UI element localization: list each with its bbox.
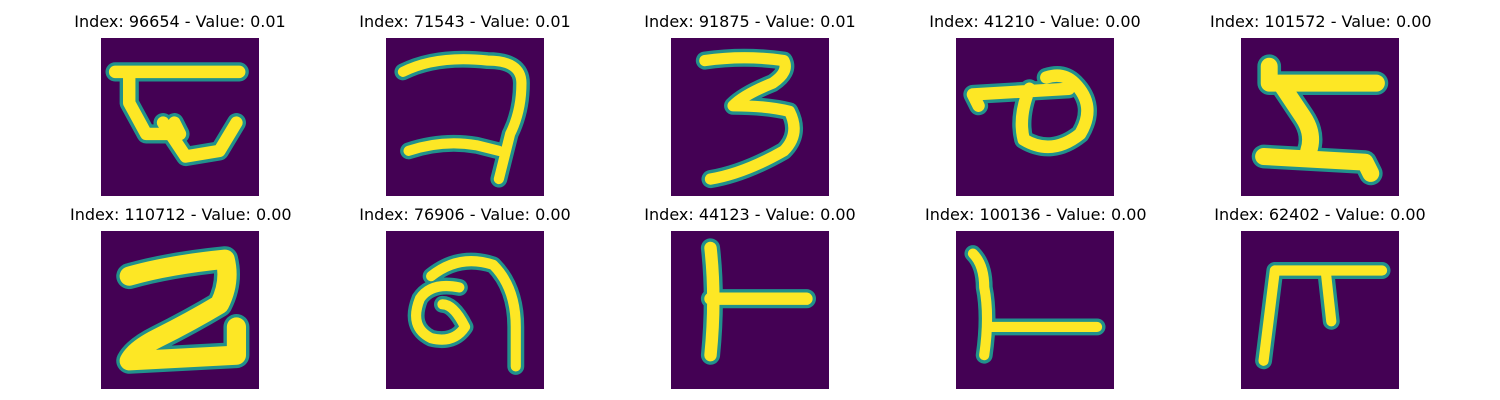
panel-title: Index: 96654 - Value: 0.01 (70, 12, 290, 31)
sample-image (386, 231, 544, 389)
sample-image (101, 231, 259, 389)
sample-image (101, 38, 259, 196)
sample-image (1241, 38, 1399, 196)
sample-image (386, 38, 544, 196)
sample-image (956, 231, 1114, 389)
panel-title: Index: 110712 - Value: 0.00 (70, 205, 290, 224)
panel-title: Index: 76906 - Value: 0.00 (355, 205, 575, 224)
panel-title: Index: 71543 - Value: 0.01 (355, 12, 575, 31)
sample-image (1241, 231, 1399, 389)
sample-image (671, 231, 829, 389)
panel-title: Index: 41210 - Value: 0.00 (925, 12, 1145, 31)
sample-image (956, 38, 1114, 196)
panel-title: Index: 101572 - Value: 0.00 (1210, 12, 1430, 31)
panel-title: Index: 91875 - Value: 0.01 (640, 12, 860, 31)
panel-title: Index: 44123 - Value: 0.00 (640, 205, 860, 224)
panel-title: Index: 62402 - Value: 0.00 (1210, 205, 1430, 224)
sample-image (671, 38, 829, 196)
panel-title: Index: 100136 - Value: 0.00 (925, 205, 1145, 224)
